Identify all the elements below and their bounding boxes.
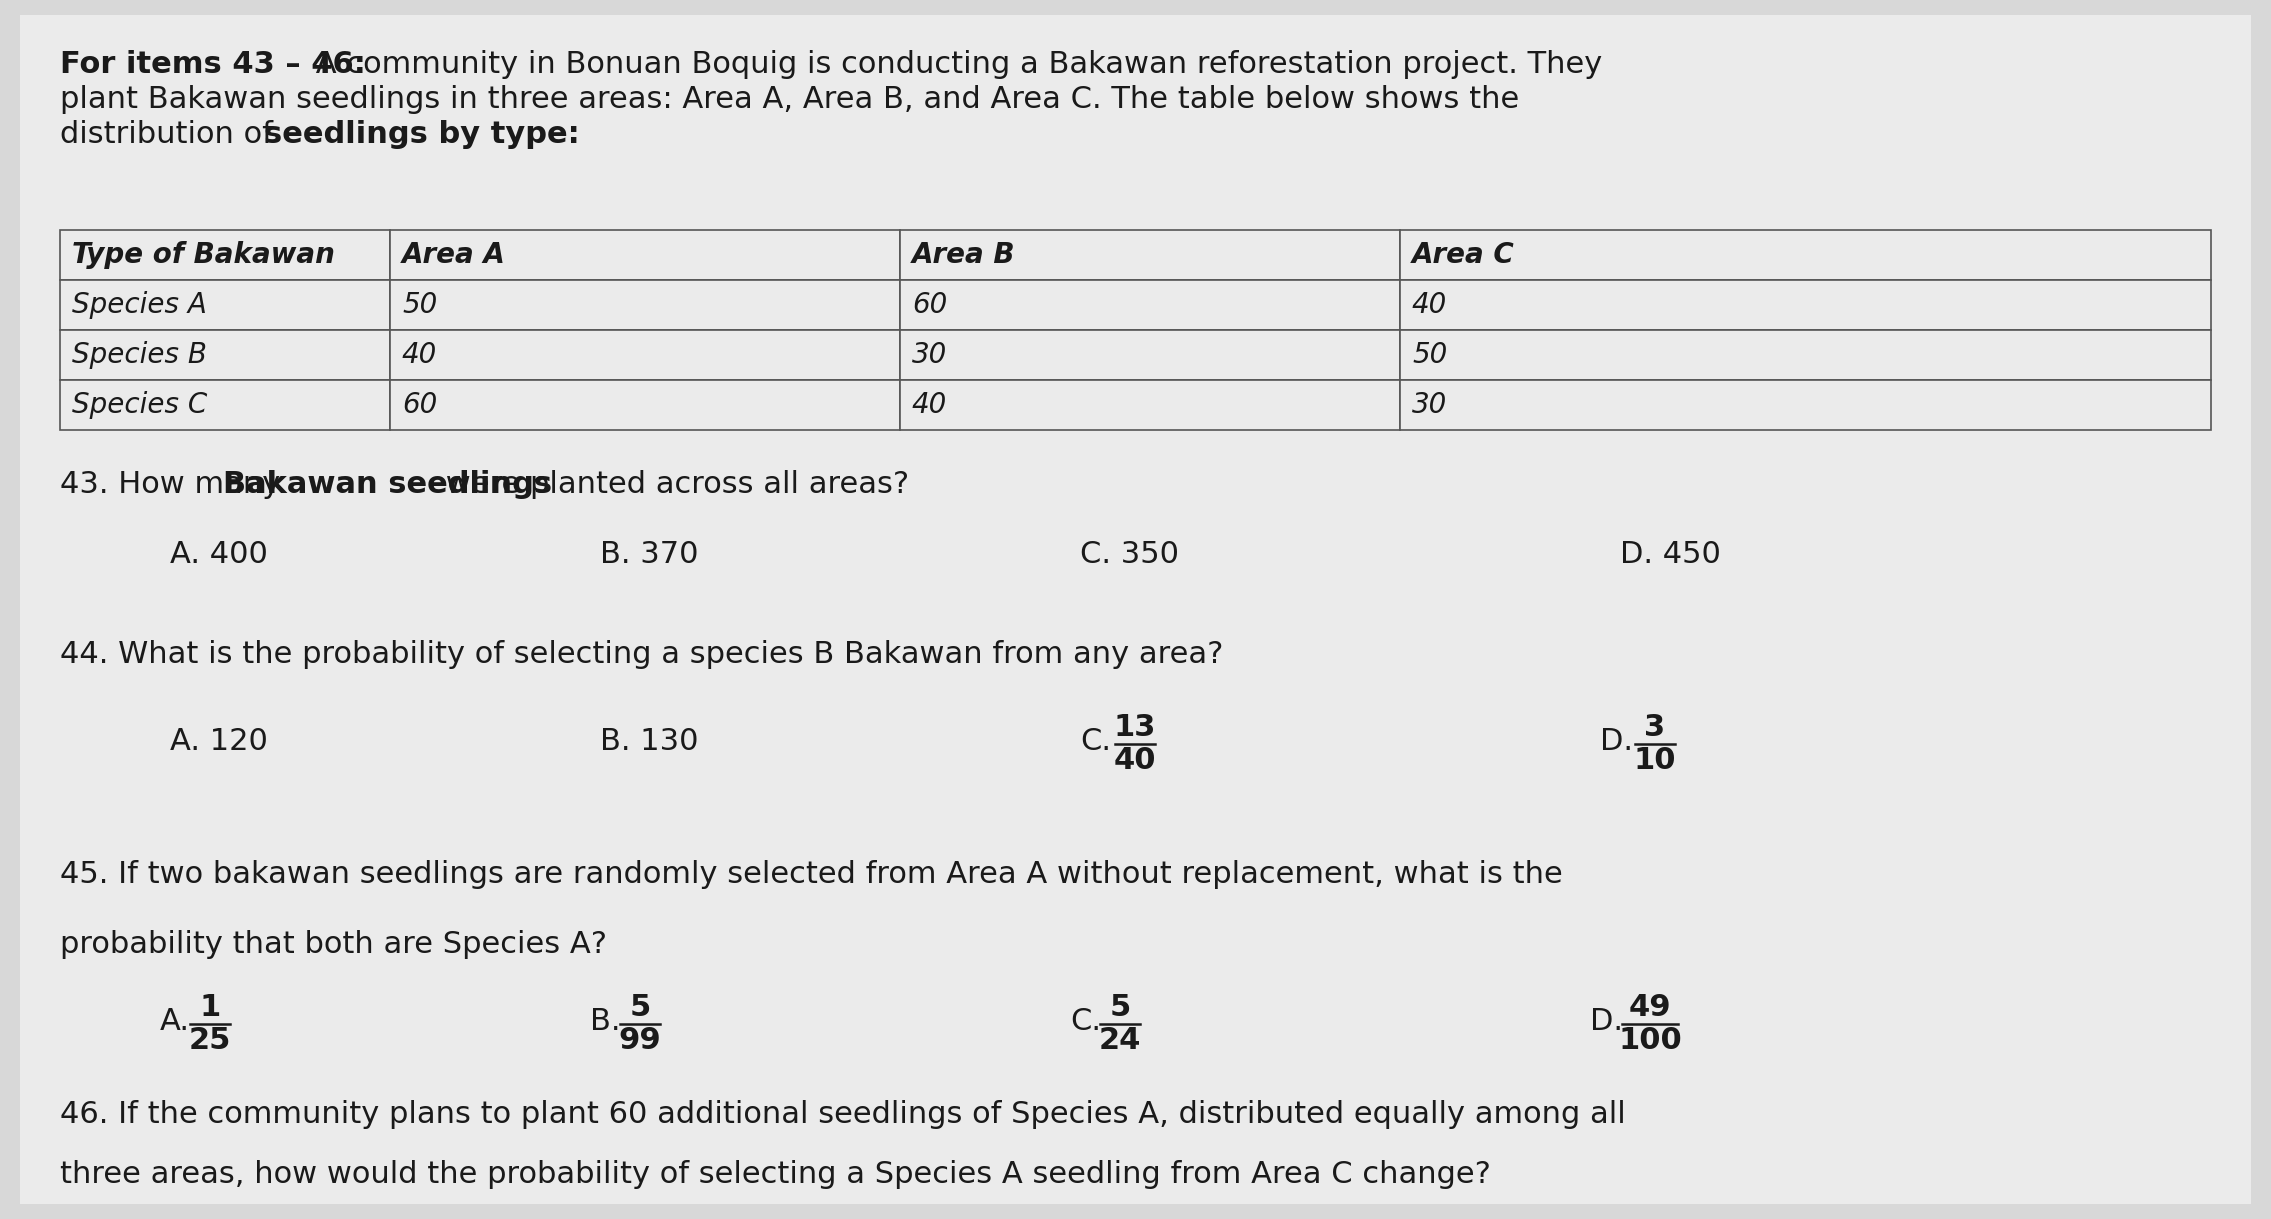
Bar [59,380,391,430]
Text: probability that both are Species A?: probability that both are Species A? [59,930,606,959]
Text: Area C: Area C [1413,241,1515,269]
Text: 30: 30 [913,341,947,369]
Text: 40: 40 [1413,291,1447,319]
Text: 13: 13 [1113,713,1156,742]
Text: C.: C. [1070,1007,1101,1036]
Text: were planted across all areas?: were planted across all areas? [436,471,908,499]
Text: 24: 24 [1099,1026,1142,1054]
Text: C.: C. [1081,728,1111,757]
Text: Bakawan seedlings: Bakawan seedlings [223,471,552,499]
Text: A community in Bonuan Boquig is conducting a Bakawan reforestation project. They: A community in Bonuan Boquig is conducti… [307,50,1601,79]
Text: 43. How many: 43. How many [59,471,291,499]
Text: A. 120: A. 120 [170,728,268,757]
Text: 46. If the community plans to plant 60 additional seedlings of Species A, distri: 46. If the community plans to plant 60 a… [59,1100,1626,1129]
Text: 40: 40 [1113,746,1156,775]
Text: Type of Bakawan: Type of Bakawan [73,241,334,269]
Text: 60: 60 [913,291,947,319]
Text: For items 43 – 46:: For items 43 – 46: [59,50,366,79]
Text: 1: 1 [200,993,220,1023]
Text: Area B: Area B [913,241,1015,269]
Text: A.: A. [159,1007,191,1036]
Text: 50: 50 [402,291,438,319]
Text: 5: 5 [629,993,650,1023]
Text: B. 130: B. 130 [600,728,699,757]
Text: A. 400: A. 400 [170,540,268,569]
Bar [899,230,1399,280]
Text: 45. If two bakawan seedlings are randomly selected from Area A without replaceme: 45. If two bakawan seedlings are randoml… [59,859,1562,889]
Text: 49: 49 [1628,993,1671,1023]
Text: 40: 40 [402,341,438,369]
Text: D.: D. [1590,1007,1624,1036]
Text: distribution of: distribution of [59,121,282,150]
Text: Species C: Species C [73,391,207,419]
Bar [1399,230,2212,280]
Bar [899,280,1399,330]
Bar [391,230,899,280]
Bar [899,330,1399,380]
Text: 40: 40 [913,391,947,419]
Text: 60: 60 [402,391,438,419]
Bar [391,330,899,380]
Text: Species A: Species A [73,291,207,319]
Text: 50: 50 [1413,341,1447,369]
Text: Area A: Area A [402,241,506,269]
Text: three areas, how would the probability of selecting a Species A seedling from Ar: three areas, how would the probability o… [59,1160,1490,1189]
Text: 30: 30 [1413,391,1447,419]
Text: 100: 100 [1619,1026,1683,1054]
Bar [899,380,1399,430]
Bar [1399,380,2212,430]
Text: C. 350: C. 350 [1081,540,1179,569]
Text: 44. What is the probability of selecting a species B Bakawan from any area?: 44. What is the probability of selecting… [59,640,1224,669]
Text: 99: 99 [618,1026,661,1054]
Bar [391,280,899,330]
Text: 25: 25 [188,1026,232,1054]
Bar [391,380,899,430]
Text: 10: 10 [1633,746,1676,775]
Text: 5: 5 [1108,993,1131,1023]
Text: Species B: Species B [73,341,207,369]
Bar [59,280,391,330]
Bar [1399,280,2212,330]
Text: plant Bakawan seedlings in three areas: Area A, Area B, and Area C. The table be: plant Bakawan seedlings in three areas: … [59,85,1519,115]
Text: B. 370: B. 370 [600,540,699,569]
Bar [1399,330,2212,380]
Text: B.: B. [590,1007,620,1036]
Bar [59,330,391,380]
Text: D. 450: D. 450 [1619,540,1721,569]
Bar [59,230,391,280]
Text: 3: 3 [1644,713,1665,742]
Text: seedlings by type:: seedlings by type: [263,121,579,150]
Text: D.: D. [1601,728,1633,757]
